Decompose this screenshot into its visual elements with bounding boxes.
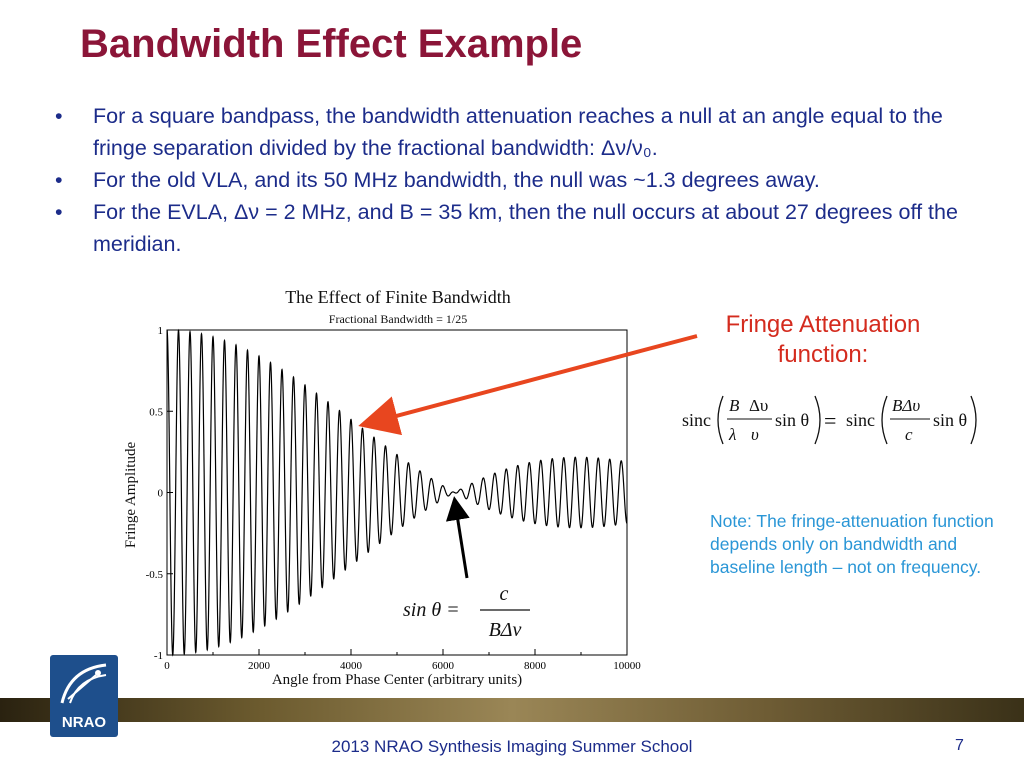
y-tick-label: 0.5 — [149, 406, 163, 418]
attenuation-equation: sinc B Δυ λ υ sin θ = sinc BΔυ c sin θ — [682, 395, 977, 445]
bullet-list: • For a square bandpass, the bandwidth at… — [55, 100, 985, 260]
bullet-dot: • — [55, 168, 63, 192]
red-arrow — [358, 334, 698, 436]
null-equation-den: BΔν — [489, 619, 522, 641]
eq-dnu-1: Δυ — [749, 396, 768, 415]
x-tick-label: 10000 — [613, 660, 641, 672]
x-axis-label: Angle from Phase Center (arbitrary units… — [272, 672, 522, 688]
eq-lambda: λ — [728, 425, 736, 444]
plot-frame — [166, 329, 628, 656]
chart-subtitle: Fractional Bandwidth = 1/25 — [329, 312, 467, 326]
chart-title: The Effect of Finite Bandwidth — [285, 287, 511, 307]
null-arrow — [445, 496, 470, 579]
bullet-item: • For the EVLA, Δν = 2 MHz, and B = 35 km… — [55, 196, 985, 260]
bullet-dot: • — [55, 200, 63, 224]
nrao-logo: NRAO — [50, 655, 118, 737]
bullet-text: For the old VLA, and its 50 MHz bandwidt… — [93, 168, 820, 192]
bullet-item: • For the old VLA, and its 50 MHz bandwid… — [55, 164, 985, 196]
x-tick-label: 6000 — [432, 660, 455, 672]
eq-sinc-left: sinc — [682, 410, 711, 430]
eq-B: B — [729, 396, 740, 415]
y-tick-label: 0 — [158, 488, 164, 500]
dish-icon — [60, 663, 107, 704]
x-tick-label: 8000 — [524, 660, 547, 672]
y-tick-label: -0.5 — [146, 569, 164, 581]
equation-label: Fringe Attenuation function: — [688, 310, 958, 370]
eq-sin-theta-1: sin θ — [775, 410, 809, 430]
x-tick-label: 2000 — [248, 660, 271, 672]
eq-sinc-right: sinc — [846, 410, 875, 430]
footer-band — [0, 698, 1024, 722]
fringe-line — [166, 328, 628, 657]
bullet-text: For the EVLA, Δν = 2 MHz, and B = 35 km,… — [93, 200, 958, 256]
eq-paren-open-1 — [717, 395, 724, 445]
y-tick-label: -1 — [154, 650, 163, 662]
eq-paren-open-2 — [881, 395, 888, 445]
slide-title: Bandwidth Effect Example — [80, 22, 583, 66]
x-tick-label: 4000 — [340, 660, 363, 672]
y-axis-ticks: -1 -0.5 0 0.5 1 — [146, 325, 173, 662]
equation-label-line-2: function: — [777, 341, 869, 368]
bullet-text: For a square bandpass, the bandwidth att… — [93, 104, 943, 160]
logo-text: NRAO — [61, 714, 107, 731]
bullet-dot: • — [55, 104, 63, 128]
note-text: Note: The fringe-attenuation function de… — [710, 511, 994, 577]
eq-c: c — [905, 425, 913, 444]
equation-label-line-1: Fringe Attenuation — [725, 311, 921, 338]
y-tick-label: 1 — [158, 325, 164, 337]
eq-nu: υ — [751, 425, 759, 444]
x-tick-label: 0 — [164, 660, 170, 672]
footer-text: 2013 NRAO Synthesis Imaging Summer Schoo… — [331, 737, 693, 756]
null-equation-num: c — [500, 583, 509, 605]
y-axis-label: Fringe Amplitude — [123, 442, 139, 549]
eq-sin-theta-2: sin θ — [933, 410, 967, 430]
bullet-item: • For a square bandpass, the bandwidth at… — [55, 100, 985, 164]
page-number: 7 — [955, 737, 964, 754]
eq-equals: = — [824, 408, 836, 433]
eq-paren-close-1 — [814, 395, 821, 445]
eq-Bdnu: BΔυ — [892, 396, 920, 415]
eq-paren-close-2 — [970, 395, 977, 445]
x-axis-ticks: 0 2000 4000 6000 8000 10000 — [164, 649, 641, 672]
null-equation-lhs: sin θ = — [403, 599, 460, 621]
